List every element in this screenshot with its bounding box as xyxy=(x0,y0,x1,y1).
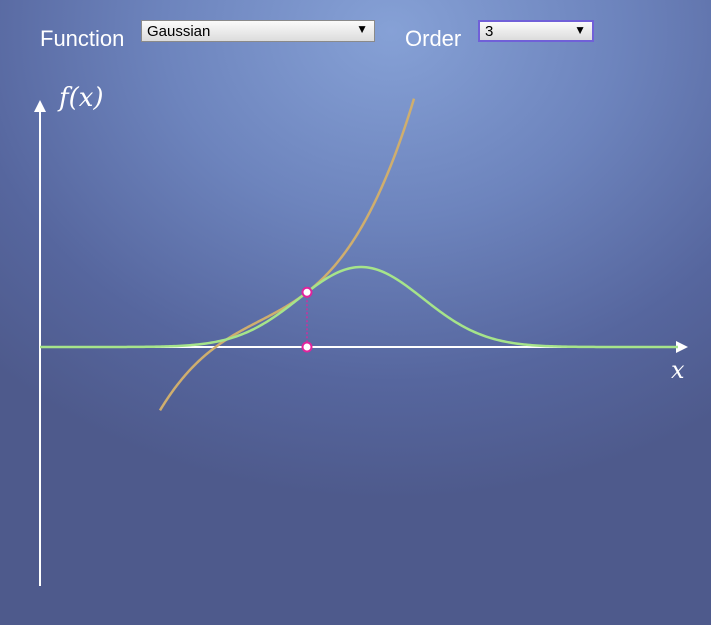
function-select[interactable]: Gaussian ▼ xyxy=(141,20,375,42)
function-label: Function xyxy=(40,26,125,51)
y-axis-label: f(x) xyxy=(57,83,104,113)
expansion-point-handle[interactable] xyxy=(301,341,313,353)
curve-point-handle[interactable] xyxy=(301,286,313,298)
order-select-value: 3 xyxy=(485,23,494,40)
taylor-approximation-curve xyxy=(158,98,416,412)
x-axis-label: x xyxy=(671,356,685,384)
chevron-down-icon: ▼ xyxy=(574,23,586,37)
chevron-down-icon: ▼ xyxy=(356,22,368,36)
order-select[interactable]: 3 ▼ xyxy=(478,20,594,42)
x-axis-arrow-icon xyxy=(676,341,688,353)
gaussian-function-curve xyxy=(40,265,678,349)
function-select-value: Gaussian xyxy=(147,23,211,40)
order-label: Order xyxy=(405,26,462,51)
y-axis-arrow-icon xyxy=(34,100,46,112)
